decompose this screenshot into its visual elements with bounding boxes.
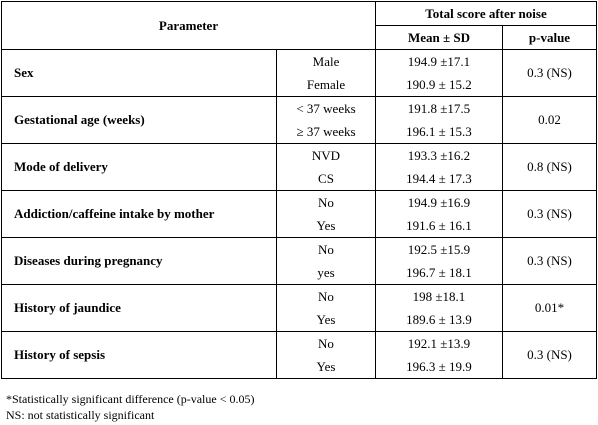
row-category: Yes xyxy=(316,217,336,233)
parameter-header: Parameter xyxy=(1,1,376,50)
group-header: Total score after noise xyxy=(375,1,597,26)
row-mean: 190.9 ± 15.2 xyxy=(406,76,472,92)
row-category: CS xyxy=(318,170,334,186)
footnotes: *Statistically significant difference (p… xyxy=(6,391,254,423)
table-row: Diseases during pregnancy No yes 192.5 ±1… xyxy=(1,237,597,285)
table-row: History of sepsis No Yes 192.1 ±13.9 196.3… xyxy=(1,331,597,379)
row-mean: 196.3 ± 19.9 xyxy=(406,358,472,374)
row-parameter: Mode of delivery xyxy=(1,143,277,191)
row-category: Female xyxy=(306,76,346,92)
row-category: No xyxy=(318,194,334,210)
row-p-value: 0.02 xyxy=(502,96,597,144)
row-mean: 196.1 ± 15.3 xyxy=(406,123,472,139)
table-row: History of jaundice No Yes 198 ±18.1 189.6… xyxy=(1,284,597,332)
row-p-value: 0.3 (NS) xyxy=(502,331,597,379)
row-category: NVD xyxy=(311,147,341,163)
row-category: yes xyxy=(317,264,335,280)
row-mean: 194.9 ±17.1 xyxy=(407,53,471,69)
row-mean: 191.6 ± 16.1 xyxy=(406,217,472,233)
row-category: No xyxy=(318,288,334,304)
row-mean: 198 ±18.1 xyxy=(412,288,466,304)
row-mean: 191.8 ±17.5 xyxy=(407,100,471,116)
row-parameter: History of jaundice xyxy=(1,284,277,332)
row-parameter: Diseases during pregnancy xyxy=(1,237,277,285)
row-p-value: 0.3 (NS) xyxy=(502,237,597,285)
header-row: Parameter Total score after noise xyxy=(1,1,597,50)
row-category: Yes xyxy=(316,311,336,327)
row-category: No xyxy=(318,335,334,351)
row-mean: 192.5 ±15.9 xyxy=(407,241,471,257)
row-category: < 37 weeks xyxy=(296,100,356,116)
row-mean: 189.6 ± 13.9 xyxy=(406,311,472,327)
significance-footnote: *Statistically significant difference (p… xyxy=(6,392,255,406)
row-mean: 194.4 ± 17.3 xyxy=(406,170,472,186)
row-category: No xyxy=(318,241,334,257)
p-value-header: p-value xyxy=(502,25,597,50)
row-category: Male xyxy=(312,53,340,69)
row-parameter: Sex xyxy=(1,49,277,97)
table-row: Mode of delivery NVD CS 193.3 ±16.2 194.4 … xyxy=(1,143,597,191)
row-category: ≥ 37 weeks xyxy=(296,123,356,139)
row-parameter: History of sepsis xyxy=(1,331,277,379)
results-table: Parameter Total score after noise Mean ±… xyxy=(1,1,597,379)
table-row: Sex Male Female 194.9 ±17.1 190.9 ± 15.2 0… xyxy=(1,49,597,97)
ns-footnote: NS: not statistically significant xyxy=(6,408,155,422)
table-row: Gestational age (weeks) < 37 weeks ≥ 37 w… xyxy=(1,96,597,144)
mean-sd-header: Mean ± SD xyxy=(375,25,503,50)
row-mean: 192.1 ±13.9 xyxy=(407,335,471,351)
row-mean: 193.3 ±16.2 xyxy=(407,147,471,163)
table-row: Addiction/caffeine intake by mother No Ye… xyxy=(1,190,597,238)
row-category: Yes xyxy=(316,358,336,374)
row-p-value: 0.3 (NS) xyxy=(502,190,597,238)
row-p-value: 0.01* xyxy=(502,284,597,332)
row-p-value: 0.3 (NS) xyxy=(502,49,597,97)
row-parameter: Addiction/caffeine intake by mother xyxy=(1,190,277,238)
row-mean: 194.9 ±16.9 xyxy=(407,194,471,210)
row-p-value: 0.8 (NS) xyxy=(502,143,597,191)
row-parameter: Gestational age (weeks) xyxy=(1,96,277,144)
subheader-row: Mean ± SD p-value xyxy=(2,25,597,50)
row-mean: 196.7 ± 18.1 xyxy=(406,264,472,280)
